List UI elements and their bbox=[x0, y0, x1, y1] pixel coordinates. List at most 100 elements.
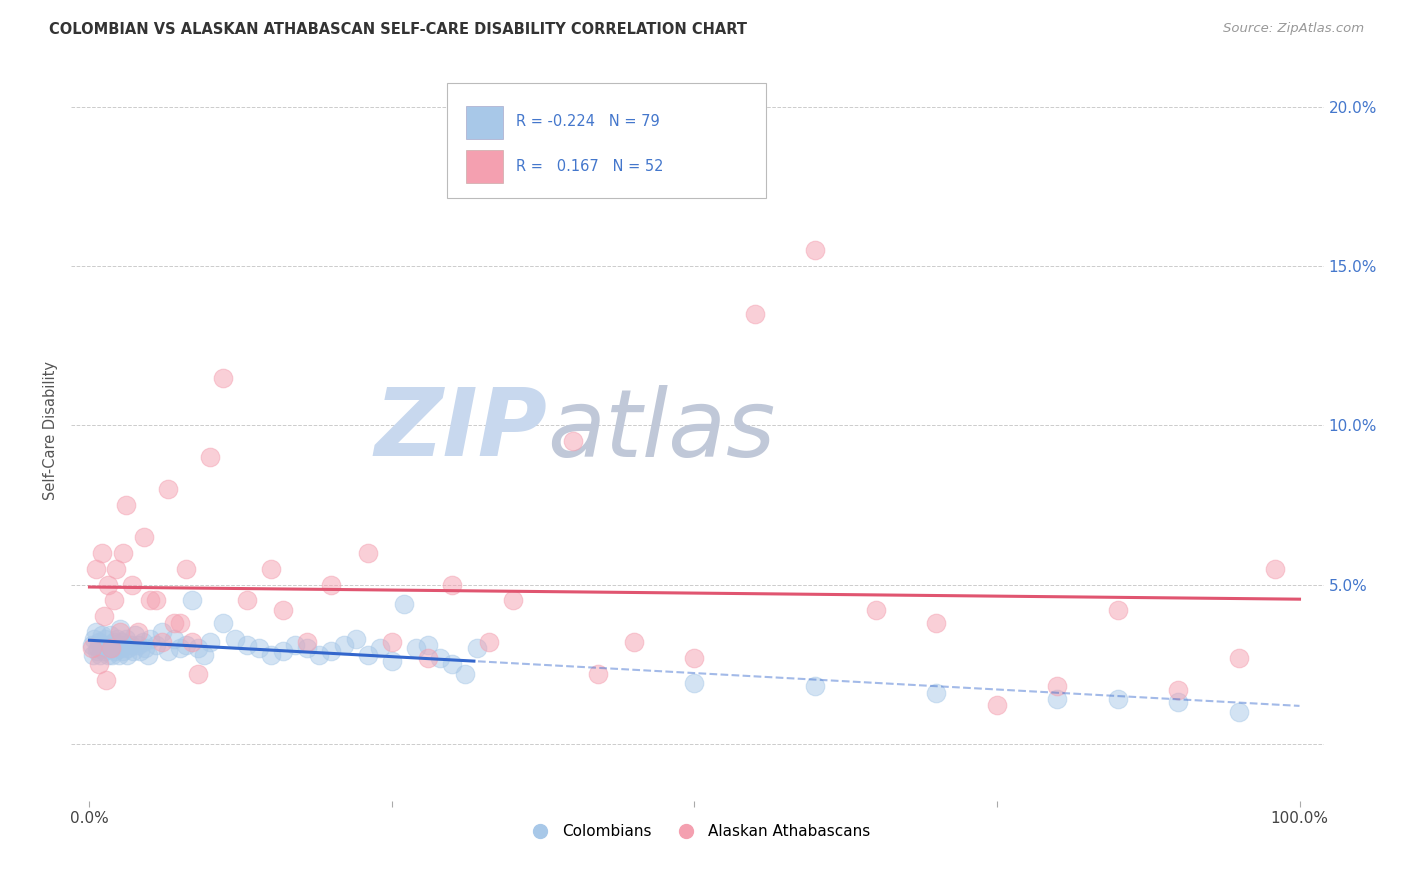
Point bbox=[271, 644, 294, 658]
Point bbox=[97, 638, 120, 652]
Point bbox=[211, 615, 233, 630]
Point bbox=[247, 641, 270, 656]
Point bbox=[1107, 603, 1129, 617]
Point bbox=[211, 370, 233, 384]
Point bbox=[1046, 679, 1069, 693]
FancyBboxPatch shape bbox=[447, 83, 766, 198]
Point bbox=[80, 638, 103, 652]
Point bbox=[117, 641, 139, 656]
Point bbox=[131, 635, 153, 649]
Point bbox=[110, 641, 132, 656]
Bar bbox=[465, 105, 503, 139]
Point bbox=[174, 561, 197, 575]
Point bbox=[562, 434, 585, 449]
Text: R = -0.224   N = 79: R = -0.224 N = 79 bbox=[516, 114, 659, 129]
Point bbox=[98, 628, 121, 642]
Point bbox=[90, 546, 112, 560]
Point bbox=[392, 597, 415, 611]
Point bbox=[804, 244, 827, 258]
Point bbox=[925, 686, 948, 700]
Point bbox=[418, 650, 440, 665]
Point bbox=[683, 676, 706, 690]
Point bbox=[145, 593, 167, 607]
Point bbox=[187, 641, 209, 656]
Point bbox=[84, 561, 107, 575]
Point bbox=[1227, 705, 1250, 719]
Point bbox=[478, 635, 501, 649]
Point bbox=[124, 628, 146, 642]
Point bbox=[129, 644, 152, 658]
Text: R =   0.167   N = 52: R = 0.167 N = 52 bbox=[516, 159, 664, 174]
Point bbox=[357, 546, 380, 560]
Point bbox=[260, 561, 283, 575]
Point bbox=[150, 635, 173, 649]
Point bbox=[187, 666, 209, 681]
Point bbox=[82, 648, 104, 662]
Point bbox=[105, 638, 128, 652]
Point bbox=[89, 648, 111, 662]
Point bbox=[145, 638, 167, 652]
Point bbox=[297, 635, 319, 649]
Point bbox=[86, 644, 108, 658]
Point bbox=[163, 615, 186, 630]
Point bbox=[344, 632, 367, 646]
Point bbox=[91, 638, 114, 652]
Point bbox=[96, 641, 118, 656]
Point bbox=[744, 307, 766, 321]
Point bbox=[139, 632, 162, 646]
Point bbox=[321, 577, 343, 591]
Y-axis label: Self-Care Disability: Self-Care Disability bbox=[44, 360, 58, 500]
Point bbox=[105, 632, 128, 646]
Point bbox=[139, 593, 162, 607]
Point bbox=[163, 632, 186, 646]
Point bbox=[1227, 650, 1250, 665]
Point bbox=[84, 625, 107, 640]
Point bbox=[986, 698, 1008, 713]
Point bbox=[804, 679, 827, 693]
Point bbox=[114, 498, 136, 512]
Point bbox=[1167, 695, 1189, 709]
Point bbox=[502, 593, 524, 607]
Point bbox=[169, 615, 191, 630]
Point bbox=[297, 641, 319, 656]
Legend: Colombians, Alaskan Athabascans: Colombians, Alaskan Athabascans bbox=[519, 818, 877, 845]
Point bbox=[157, 482, 180, 496]
Text: Source: ZipAtlas.com: Source: ZipAtlas.com bbox=[1223, 22, 1364, 36]
Point bbox=[96, 673, 118, 687]
Point bbox=[169, 641, 191, 656]
Point bbox=[97, 648, 120, 662]
Point bbox=[181, 635, 204, 649]
Point bbox=[236, 593, 259, 607]
Point bbox=[586, 666, 609, 681]
Point bbox=[97, 577, 120, 591]
Point bbox=[683, 650, 706, 665]
Point bbox=[101, 648, 124, 662]
Point bbox=[93, 644, 115, 658]
Point bbox=[150, 625, 173, 640]
Point bbox=[357, 648, 380, 662]
Point bbox=[100, 641, 122, 656]
Point bbox=[321, 644, 343, 658]
Point bbox=[200, 450, 222, 465]
Point bbox=[465, 641, 488, 656]
Point bbox=[200, 635, 222, 649]
Point bbox=[381, 635, 404, 649]
Point bbox=[127, 638, 149, 652]
Point bbox=[181, 593, 204, 607]
Point bbox=[103, 593, 125, 607]
Point bbox=[260, 648, 283, 662]
Point bbox=[114, 632, 136, 646]
Point bbox=[103, 635, 125, 649]
Point bbox=[105, 561, 128, 575]
Text: ZIP: ZIP bbox=[374, 384, 547, 476]
Point bbox=[381, 654, 404, 668]
Bar bbox=[465, 150, 503, 184]
Point bbox=[1264, 561, 1286, 575]
Point bbox=[136, 648, 159, 662]
Point bbox=[308, 648, 330, 662]
Point bbox=[332, 638, 354, 652]
Point bbox=[93, 609, 115, 624]
Point bbox=[865, 603, 887, 617]
Point bbox=[114, 638, 136, 652]
Point bbox=[108, 625, 131, 640]
